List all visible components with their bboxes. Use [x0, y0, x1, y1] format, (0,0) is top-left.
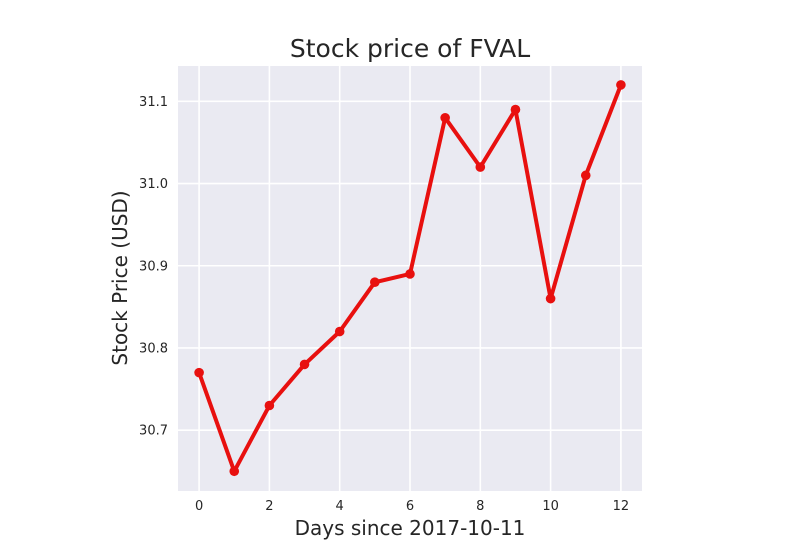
data-point — [476, 162, 486, 172]
y-tick-label: 30.9 — [139, 259, 168, 274]
y-tick-label: 31.0 — [139, 177, 168, 192]
y-tick-label: 31.1 — [139, 95, 168, 110]
chart-title: Stock price of FVAL — [290, 34, 530, 63]
data-point — [265, 401, 275, 411]
data-point — [616, 80, 626, 90]
x-tick-label: 2 — [265, 499, 273, 514]
x-tick-label: 6 — [406, 499, 414, 514]
data-point — [440, 113, 450, 123]
x-axis-label: Days since 2017-10-11 — [295, 516, 526, 540]
data-point — [229, 466, 239, 476]
x-tick-label: 8 — [476, 499, 484, 514]
data-point — [370, 277, 380, 287]
y-axis-label: Stock Price (USD) — [108, 190, 132, 365]
data-point — [546, 294, 556, 304]
data-point — [405, 269, 415, 279]
data-point — [511, 105, 521, 115]
x-tick-label: 0 — [195, 499, 203, 514]
data-point — [300, 360, 310, 370]
data-point — [335, 327, 345, 337]
data-point — [581, 171, 591, 181]
y-tick-label: 30.8 — [139, 341, 168, 356]
y-tick-label: 30.7 — [139, 424, 168, 439]
x-tick-label: 4 — [336, 499, 344, 514]
x-tick-label: 12 — [613, 499, 630, 514]
data-point — [194, 368, 204, 378]
x-tick-label: 10 — [542, 499, 559, 514]
